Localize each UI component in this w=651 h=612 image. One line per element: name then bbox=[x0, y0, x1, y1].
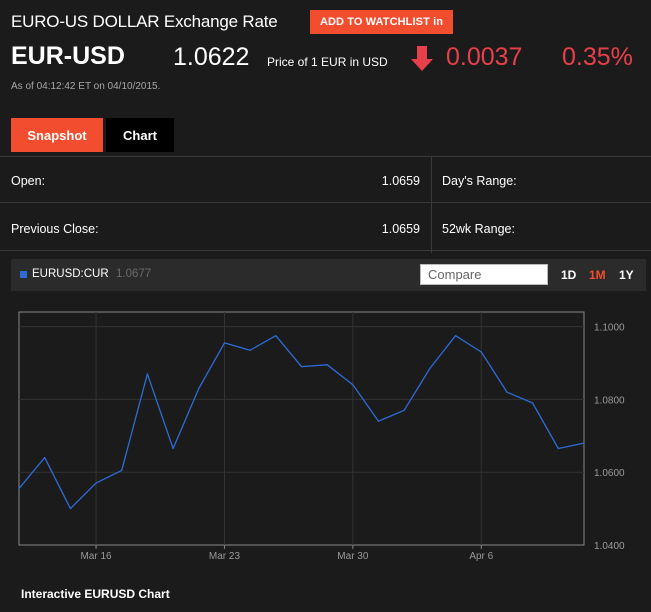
series-line[interactable] bbox=[18, 335, 585, 510]
stats-divider-top bbox=[0, 156, 651, 157]
data-point[interactable] bbox=[146, 373, 149, 375]
chart-area[interactable]: 1.0400 1.0600 1.0800 1.1000 Mar 16 Mar 23 Mar … bbox=[11, 293, 646, 578]
data-point[interactable] bbox=[377, 420, 380, 422]
data-point[interactable] bbox=[95, 482, 97, 484]
data-point[interactable] bbox=[18, 487, 20, 490]
data-point[interactable] bbox=[583, 442, 585, 444]
tab-snapshot[interactable]: Snapshot bbox=[11, 118, 103, 152]
52wk-range-label: 52wk Range: bbox=[442, 222, 515, 236]
data-point[interactable] bbox=[557, 447, 559, 450]
price-change-percent: 0.35% bbox=[562, 43, 633, 71]
days-range-label: Day's Range: bbox=[442, 174, 517, 188]
data-point[interactable] bbox=[403, 409, 405, 411]
data-point[interactable] bbox=[429, 367, 431, 370]
chart-toolbar: EURUSD:CUR 1.0677 1D 1M 1Y bbox=[11, 259, 646, 291]
x-tick-label: Mar 30 bbox=[337, 551, 369, 562]
stats-table: Open: 1.0659 Day's Range: Previous Close… bbox=[0, 157, 651, 253]
data-point[interactable] bbox=[506, 391, 508, 393]
x-tick-label: Apr 6 bbox=[469, 551, 493, 562]
price-value: 1.0622 bbox=[173, 43, 250, 71]
price-chart[interactable]: 1.0400 1.0600 1.0800 1.1000 Mar 16 Mar 23 Mar … bbox=[11, 293, 646, 578]
down-arrow-icon bbox=[411, 46, 433, 71]
open-label: Open: bbox=[11, 174, 46, 188]
data-point[interactable] bbox=[249, 349, 251, 351]
price-description: Price of 1 EUR in USD bbox=[267, 55, 388, 69]
data-point[interactable] bbox=[121, 469, 123, 471]
quote-row: EUR-USD 1.0622 Price of 1 EUR in USD 0.0… bbox=[11, 42, 646, 74]
ticker-symbol: EUR-USD bbox=[11, 42, 125, 70]
data-point[interactable] bbox=[44, 457, 46, 459]
stat-row-open: Open: 1.0659 Day's Range: bbox=[0, 157, 651, 203]
data-point[interactable] bbox=[532, 402, 534, 404]
x-tick-label: Mar 23 bbox=[209, 551, 241, 562]
y-tick-label: 1.0800 bbox=[594, 395, 625, 406]
open-value: 1.0659 bbox=[381, 174, 420, 188]
data-point[interactable] bbox=[275, 335, 277, 337]
data-point[interactable] bbox=[69, 507, 71, 510]
y-tick-label: 1.1000 bbox=[594, 323, 625, 334]
title-row: EURO-US DOLLAR Exchange Rate bbox=[11, 9, 278, 35]
y-tick-label: 1.0400 bbox=[594, 541, 625, 552]
plot-border bbox=[18, 311, 585, 546]
data-point[interactable] bbox=[326, 364, 328, 366]
data-point[interactable] bbox=[223, 342, 226, 344]
stat-row-previous-close: Previous Close: 1.0659 52wk Range: bbox=[0, 205, 651, 251]
series-name: EURUSD:CUR bbox=[32, 268, 109, 280]
price-change: 0.0037 bbox=[446, 43, 523, 71]
data-point[interactable] bbox=[480, 351, 482, 353]
data-point[interactable] bbox=[352, 384, 354, 386]
data-point[interactable] bbox=[172, 447, 174, 450]
x-tick-label: Mar 16 bbox=[80, 551, 112, 562]
view-tabs: Snapshot Chart bbox=[11, 118, 174, 152]
series-last-value: 1.0677 bbox=[116, 268, 152, 280]
data-point[interactable] bbox=[198, 387, 200, 390]
range-1d-button[interactable]: 1D bbox=[561, 268, 577, 282]
chart-caption: Interactive EURUSD Chart bbox=[21, 587, 170, 601]
compare-input[interactable] bbox=[420, 264, 548, 285]
tab-chart[interactable]: Chart bbox=[106, 118, 174, 152]
data-point[interactable] bbox=[300, 366, 303, 368]
previous-close-label: Previous Close: bbox=[11, 222, 99, 236]
range-1y-button[interactable]: 1Y bbox=[619, 268, 634, 282]
range-1m-button[interactable]: 1M bbox=[589, 268, 606, 282]
data-point[interactable] bbox=[454, 335, 457, 337]
page-title: EURO-US DOLLAR Exchange Rate bbox=[11, 12, 278, 31]
previous-close-value: 1.0659 bbox=[381, 222, 420, 236]
series-color-swatch bbox=[20, 271, 27, 278]
stats-column-divider bbox=[431, 157, 432, 253]
y-tick-label: 1.0600 bbox=[594, 468, 625, 479]
add-to-watchlist-button[interactable]: ADD TO WATCHLIST in bbox=[310, 10, 453, 34]
as-of-timestamp: As of 04:12:42 ET on 04/10/2015. bbox=[11, 81, 161, 92]
